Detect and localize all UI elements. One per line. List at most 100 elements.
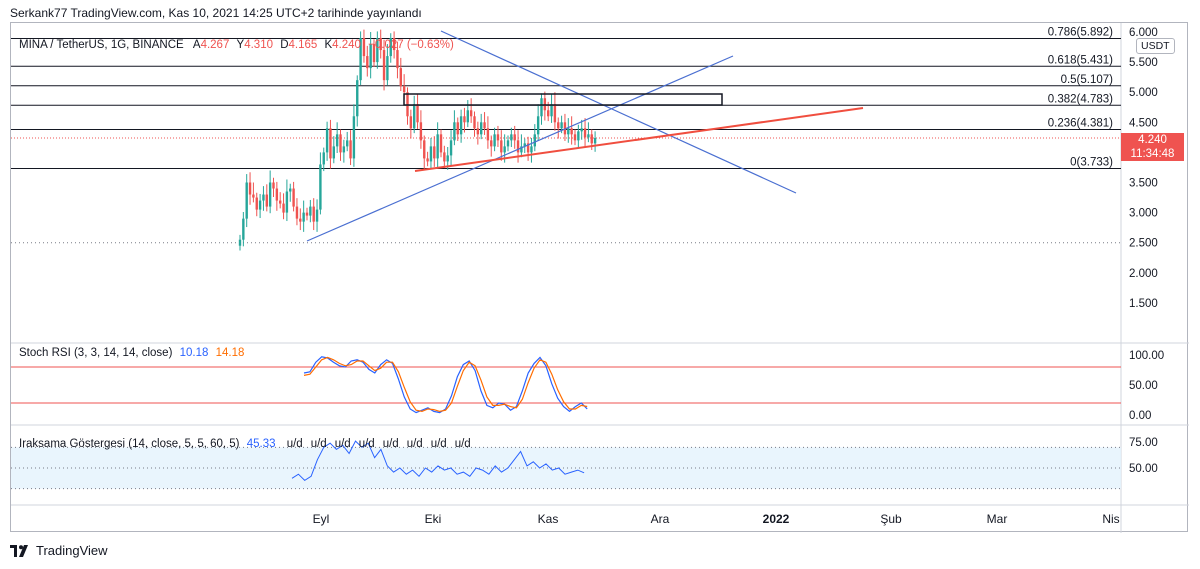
candle-body xyxy=(456,122,459,135)
candle-body xyxy=(553,104,557,123)
candle-body xyxy=(453,122,456,141)
candle-body xyxy=(523,143,526,147)
candle-body xyxy=(550,104,553,117)
divergence-flag: u/d xyxy=(406,438,423,450)
support-trendline xyxy=(414,107,864,172)
candle-body xyxy=(366,56,369,69)
candle-body xyxy=(302,212,305,222)
last-price-tag: 4.240 xyxy=(1121,133,1184,147)
candle-body xyxy=(376,38,379,63)
divergence-line xyxy=(291,440,585,482)
time-tick-label: Nis xyxy=(1102,512,1119,526)
stoch-label[interactable]: Stoch RSI (3, 3, 14, 14, close) xyxy=(19,347,173,359)
candle-body xyxy=(275,188,279,201)
fib-level-label: 0.786(5.892) xyxy=(1048,27,1113,39)
candle-body xyxy=(446,155,449,162)
fib-level-label: 0.236(4.381) xyxy=(1048,117,1113,129)
divergence-flag: u/d xyxy=(310,438,327,450)
divergence-flag: u/d xyxy=(430,438,447,450)
candle-body xyxy=(480,122,483,135)
candle-body xyxy=(369,44,372,69)
time-tick-label: 2022 xyxy=(763,512,790,526)
candle-body xyxy=(289,188,292,192)
candle-body xyxy=(577,131,580,141)
resistance-box xyxy=(403,93,723,106)
close-label: K xyxy=(324,39,333,51)
candle-body xyxy=(389,38,392,57)
stoch-k-value: 10.18 xyxy=(179,347,209,359)
time-tick-label: Şub xyxy=(880,512,902,526)
candle-body xyxy=(506,140,510,147)
candle-body xyxy=(587,134,590,138)
stoch-tick-label: 0.00 xyxy=(1129,410,1151,422)
time-tick-label: Eyl xyxy=(313,512,330,526)
candle-body xyxy=(342,146,346,153)
candle-body xyxy=(402,86,406,93)
stoch-d-line xyxy=(303,356,588,413)
candle-body xyxy=(279,200,282,204)
candle-body xyxy=(285,191,289,213)
candle-body xyxy=(272,182,275,189)
symbol-name[interactable]: MINA / TetherUS, 1G, BINANCE xyxy=(19,39,184,51)
candle-body xyxy=(493,134,496,147)
candle-body xyxy=(419,122,423,141)
divergence-tick-label: 50.00 xyxy=(1129,463,1158,475)
candle-body xyxy=(322,152,325,165)
candle-body xyxy=(439,134,443,153)
time-tick-label: Kas xyxy=(538,512,559,526)
candle-body xyxy=(255,197,258,210)
descending-trendline xyxy=(440,30,797,194)
time-tick-label: Eki xyxy=(425,512,442,526)
divergence-label[interactable]: Iraksama Göstergesi (14, close, 5, 5, 60… xyxy=(19,438,240,450)
divergence-flags: u/d u/d u/d u/d u/d u/d u/d u/d xyxy=(279,438,471,450)
publish-header: Serkank77 TradingView.com, Kas 10, 2021 … xyxy=(10,6,422,20)
stoch-tick-label: 100.00 xyxy=(1129,350,1164,362)
currency-button[interactable]: USDT xyxy=(1136,38,1175,54)
time-tick-label: Ara xyxy=(651,512,670,526)
candle-body xyxy=(526,143,530,153)
candle-body xyxy=(392,38,396,51)
stoch-k-line xyxy=(303,356,588,414)
candle-body xyxy=(406,92,409,117)
candle-body xyxy=(429,146,433,162)
divergence-flag: u/d xyxy=(454,438,471,450)
candle-body xyxy=(299,218,302,222)
candle-body xyxy=(282,203,285,213)
candle-body xyxy=(503,146,506,153)
divergence-flag: u/d xyxy=(286,438,303,450)
candle-body xyxy=(346,140,349,147)
candle-body xyxy=(315,209,319,222)
open-value: 4.267 xyxy=(200,39,230,51)
candle-body xyxy=(513,134,516,141)
divergence-flag: u/d xyxy=(358,438,375,450)
chart-canvas[interactable]: 6.0005.5005.0004.5004.0003.5003.0002.500… xyxy=(11,23,1189,533)
candle-body xyxy=(312,206,315,222)
candle-body xyxy=(567,128,570,135)
high-value: 4.310 xyxy=(244,39,273,51)
price-tick-label: 3.000 xyxy=(1129,208,1158,220)
tradingview-brand[interactable]: TradingView xyxy=(36,543,108,558)
candle-body xyxy=(258,200,262,210)
candle-body xyxy=(426,158,429,162)
candle-body xyxy=(352,116,356,159)
candle-body xyxy=(573,134,577,141)
stoch-tick-label: 50.00 xyxy=(1129,380,1158,392)
candle-body xyxy=(433,146,436,159)
divergence-band-fill xyxy=(11,447,1121,489)
candle-body xyxy=(238,239,242,246)
candle-body xyxy=(265,194,268,207)
candle-body xyxy=(459,116,463,135)
ascending-trendline xyxy=(306,55,734,242)
divergence-flag: u/d xyxy=(382,438,399,450)
candle-body xyxy=(540,98,543,117)
fib-level-label: 0.5(5.107) xyxy=(1061,74,1114,86)
candle-body xyxy=(382,50,386,81)
candle-body xyxy=(332,146,335,159)
chart-frame[interactable]: 6.0005.5005.0004.5004.0003.5003.0002.500… xyxy=(10,22,1189,533)
divergence-value: 45.33 xyxy=(246,438,276,450)
candle-body xyxy=(490,140,493,147)
price-tick-label: 5.000 xyxy=(1129,87,1158,99)
candle-body xyxy=(580,128,583,132)
low-label: D xyxy=(280,39,289,51)
candle-body xyxy=(252,194,255,198)
